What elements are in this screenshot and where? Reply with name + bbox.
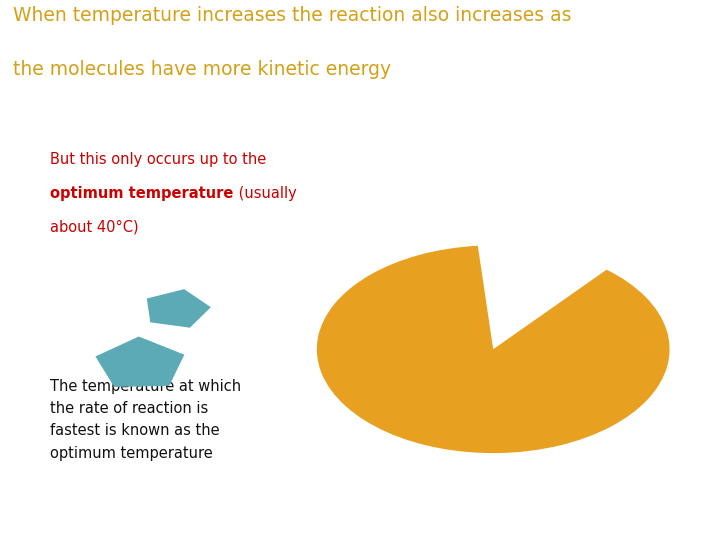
- Text: optimum temperature: optimum temperature: [50, 186, 234, 201]
- Text: When temperature increases the reaction also increases as: When temperature increases the reaction …: [13, 6, 572, 25]
- Text: (usually: (usually: [234, 186, 297, 201]
- Text: about 40°C): about 40°C): [50, 220, 139, 235]
- Text: the molecules have more kinetic energy: the molecules have more kinetic energy: [13, 60, 391, 79]
- Polygon shape: [147, 289, 211, 328]
- Text: But this only occurs up to the: But this only occurs up to the: [50, 152, 266, 167]
- Text: The temperature at which
the rate of reaction is
fastest is known as the
optimum: The temperature at which the rate of rea…: [50, 379, 241, 461]
- Polygon shape: [96, 336, 184, 387]
- Wedge shape: [317, 246, 670, 453]
